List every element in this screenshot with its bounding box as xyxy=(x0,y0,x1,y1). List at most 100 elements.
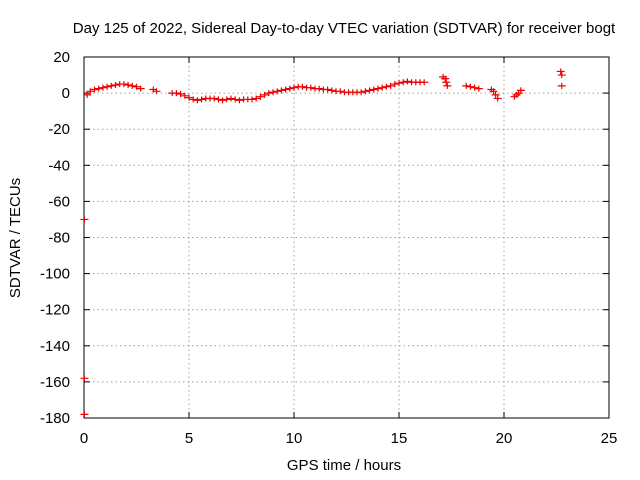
x-tick-label: 15 xyxy=(391,430,408,447)
x-tick-label: 10 xyxy=(286,430,303,447)
data-point xyxy=(382,83,391,90)
data-point xyxy=(83,91,92,98)
data-point xyxy=(281,86,290,93)
data-point xyxy=(374,85,382,92)
data-point xyxy=(395,80,403,87)
y-tick-label: -120 xyxy=(40,302,70,319)
data-point xyxy=(489,88,498,95)
data-point xyxy=(516,87,525,94)
data-point xyxy=(466,83,475,90)
data-point xyxy=(442,79,451,86)
x-tick-label: 0 xyxy=(80,430,88,447)
data-point xyxy=(90,86,99,93)
data-point xyxy=(470,84,479,91)
data-point xyxy=(336,88,345,95)
data-point xyxy=(256,93,265,100)
data-point xyxy=(248,96,256,103)
data-point xyxy=(369,86,378,93)
data-points xyxy=(80,68,566,418)
y-tick-label: -60 xyxy=(48,193,70,210)
data-point xyxy=(231,96,240,103)
data-point xyxy=(462,82,471,89)
x-axis-label: GPS time / hours xyxy=(287,457,401,474)
data-point xyxy=(222,96,231,103)
data-point xyxy=(491,91,500,98)
data-point xyxy=(357,89,366,96)
data-point xyxy=(323,86,332,93)
data-point xyxy=(107,82,116,89)
data-point xyxy=(269,89,277,96)
data-point xyxy=(277,87,286,94)
y-tick-label: 0 xyxy=(62,85,70,102)
data-point xyxy=(386,82,395,89)
data-point xyxy=(103,83,112,90)
data-point xyxy=(111,81,120,88)
data-point xyxy=(119,81,128,88)
data-point xyxy=(80,216,89,223)
y-tick-label: -20 xyxy=(48,121,70,138)
data-point xyxy=(399,79,408,86)
data-point xyxy=(556,68,565,75)
y-axis-label: SDTVAR / TECUs xyxy=(7,178,24,298)
data-point xyxy=(235,97,244,104)
data-point xyxy=(327,87,336,94)
data-point xyxy=(128,82,137,89)
y-tick-label: -160 xyxy=(40,374,70,391)
data-point xyxy=(403,78,412,85)
data-point xyxy=(210,95,219,102)
data-point xyxy=(441,75,450,82)
data-point xyxy=(124,81,133,88)
data-point xyxy=(218,97,227,104)
y-tick-label: 20 xyxy=(53,49,70,66)
data-point xyxy=(197,96,206,103)
x-tick-labels: 0 5 10 15 20 25 xyxy=(80,430,618,447)
data-point xyxy=(557,72,566,79)
data-point xyxy=(80,411,89,418)
y-tick-label: -80 xyxy=(48,230,70,247)
data-point xyxy=(80,375,89,382)
data-point xyxy=(94,85,103,92)
data-point xyxy=(252,95,261,102)
data-point xyxy=(86,88,95,95)
data-point xyxy=(285,85,294,92)
y-tick-label: -140 xyxy=(40,338,70,355)
chart-title: Day 125 of 2022, Sidereal Day-to-day VTE… xyxy=(73,20,616,37)
data-point xyxy=(365,87,374,94)
y-tick-label: -100 xyxy=(40,266,70,283)
y-tick-label: -180 xyxy=(40,410,70,427)
data-point xyxy=(315,85,324,92)
data-point xyxy=(273,88,282,95)
data-point xyxy=(227,95,235,102)
data-point xyxy=(361,88,370,95)
data-point xyxy=(390,81,399,88)
data-point xyxy=(136,85,145,92)
data-point xyxy=(298,83,307,90)
data-point xyxy=(172,90,181,97)
axis-ticks xyxy=(83,56,610,419)
data-point xyxy=(185,94,193,101)
data-point xyxy=(557,82,566,89)
data-point xyxy=(180,92,189,99)
data-point xyxy=(474,85,483,92)
data-point xyxy=(260,91,269,98)
y-tick-label: -40 xyxy=(48,157,70,174)
data-point xyxy=(152,88,161,95)
data-point xyxy=(264,90,273,97)
x-tick-label: 25 xyxy=(601,430,618,447)
grid-lines xyxy=(84,57,609,418)
data-point xyxy=(193,97,202,104)
x-tick-label: 20 xyxy=(496,430,513,447)
data-point xyxy=(290,84,298,91)
data-point xyxy=(176,91,185,98)
data-point xyxy=(214,96,223,103)
data-point xyxy=(420,79,429,86)
data-point xyxy=(378,84,387,91)
data-point xyxy=(132,83,141,90)
data-point xyxy=(98,84,107,91)
x-tick-label: 5 xyxy=(185,430,193,447)
y-tick-labels: 20 0 -20 -40 -60 -80 -100 -120 -140 -160 -180 xyxy=(40,49,70,427)
data-point xyxy=(306,84,315,91)
data-point xyxy=(189,96,198,103)
data-point xyxy=(443,82,452,89)
